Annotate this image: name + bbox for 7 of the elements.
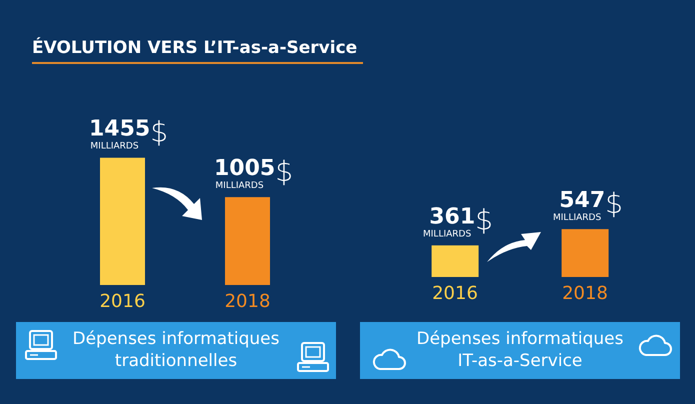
x-tick-label: 2018 bbox=[224, 291, 270, 312]
x-tick-label: 2016 bbox=[432, 283, 478, 304]
chart-title: ÉVOLUTION VERS L’IT-as-a-Service bbox=[32, 38, 364, 64]
x-axis-title: Dépenses informatiques traditionnelles bbox=[72, 328, 280, 372]
x-tick-label: 2018 bbox=[562, 283, 608, 304]
x-axis-title: Dépenses informatiques IT-as-a-Service bbox=[416, 328, 624, 372]
x-tick-label: 2016 bbox=[100, 291, 146, 312]
